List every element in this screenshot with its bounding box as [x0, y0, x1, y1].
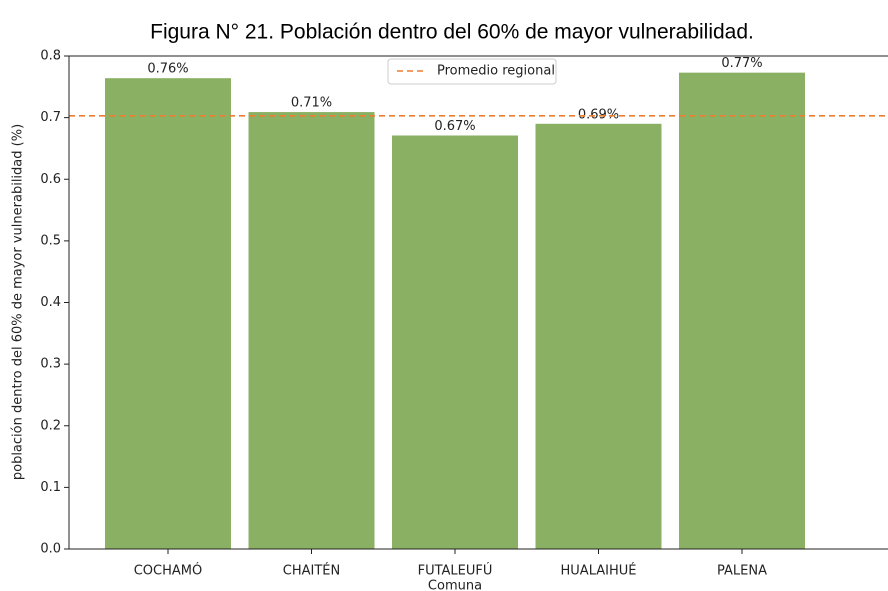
y-tick-label: 0.0 [40, 542, 61, 557]
legend-label: Promedio regional [437, 64, 555, 79]
value-label: 0.71% [291, 96, 332, 111]
y-tick-label: 0.7 [40, 110, 61, 125]
y-tick-label: 0.8 [40, 49, 61, 64]
y-tick-label: 0.3 [40, 357, 61, 372]
bar [535, 123, 662, 549]
y-tick-label: 0.4 [40, 295, 61, 310]
x-tick-label: CHAITÉN [283, 563, 340, 579]
y-tick-label: 0.5 [40, 233, 61, 248]
bar [392, 135, 518, 549]
bar [105, 78, 231, 549]
value-label: 0.67% [434, 119, 475, 134]
y-tick-label: 0.6 [40, 172, 61, 187]
chart-title: Figura N° 21. Población dentro del 60% d… [150, 21, 754, 44]
bar [248, 112, 375, 550]
x-tick-label: COCHAMÓ [134, 563, 203, 579]
value-label: 0.77% [721, 56, 762, 71]
y-tick-label: 0.1 [40, 480, 61, 495]
y-tick-label: 0.2 [40, 418, 61, 433]
x-tick-label: PALENA [717, 564, 767, 579]
x-tick-label: FUTALEUFÚ [418, 563, 493, 579]
legend-box [387, 58, 557, 85]
bar [679, 72, 805, 550]
x-tick-label: HUALAIHUÉ [561, 563, 637, 579]
x-axis-label: Comuna [428, 579, 482, 591]
value-label: 0.69% [578, 107, 619, 122]
y-axis-label: población dentro del 60% de mayor vulner… [11, 124, 26, 480]
value-label: 0.76% [147, 62, 188, 77]
